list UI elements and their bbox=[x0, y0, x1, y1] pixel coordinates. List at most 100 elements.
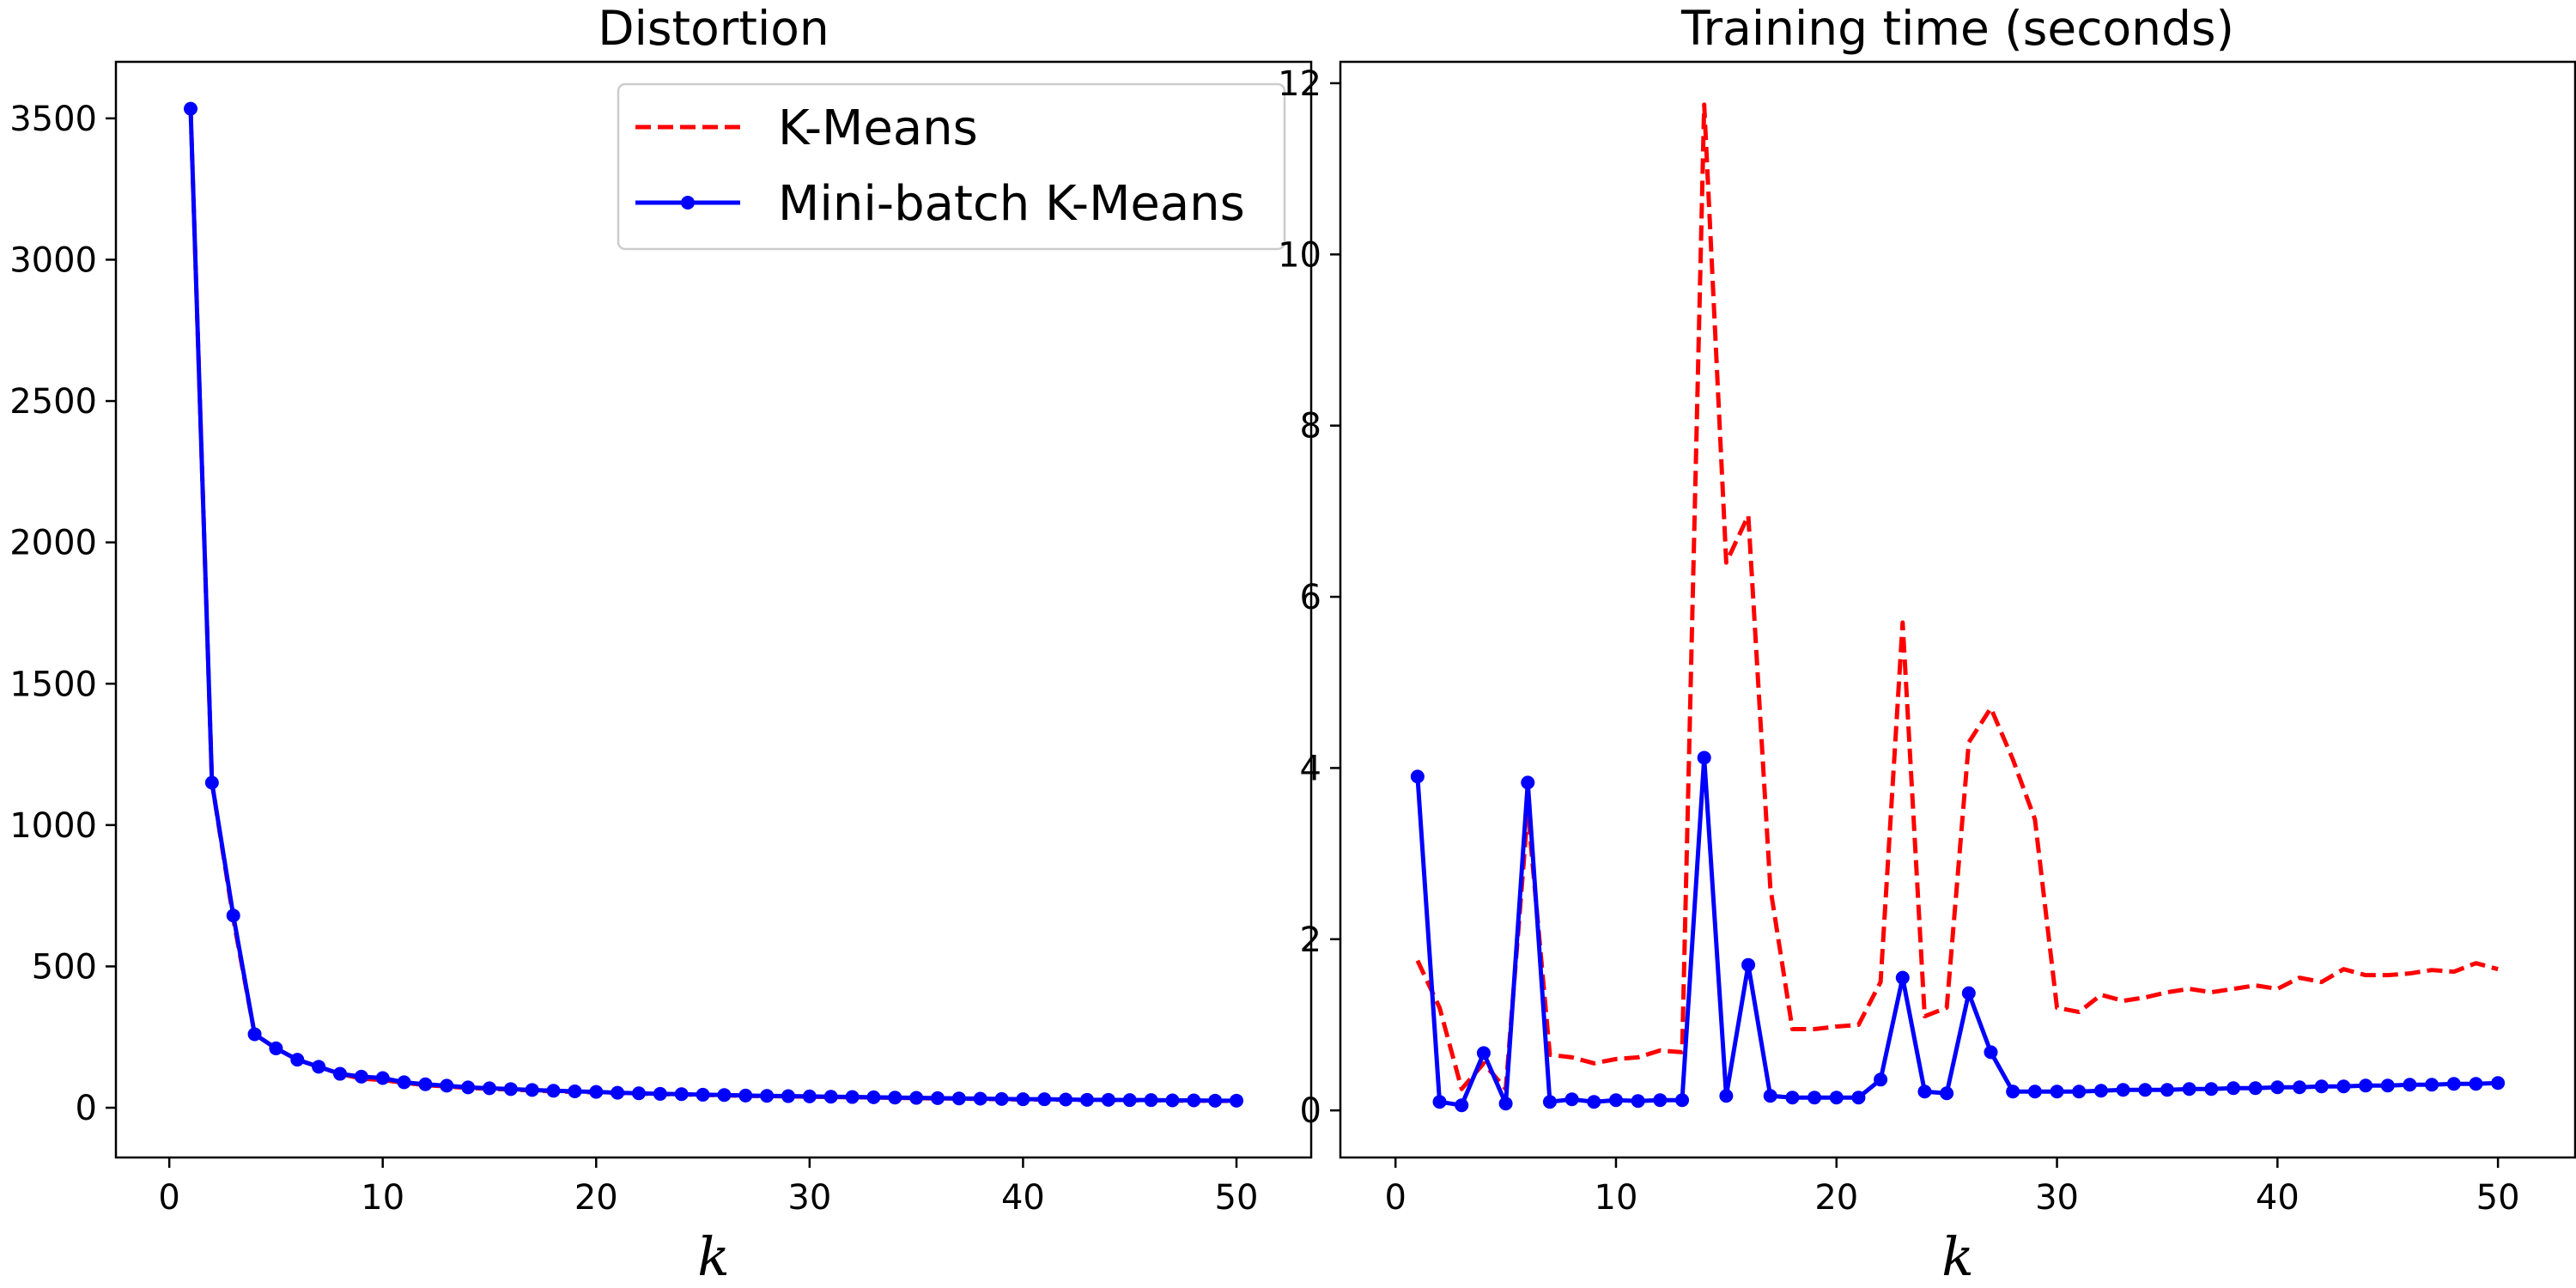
minibatch-kmeans-point bbox=[781, 1089, 795, 1103]
minibatch-kmeans-point bbox=[2469, 1077, 2483, 1091]
y-tick-label: 6 bbox=[1300, 578, 1321, 617]
chart-title: Distortion bbox=[598, 1, 829, 56]
minibatch-kmeans-point bbox=[1697, 750, 1711, 765]
minibatch-kmeans-point bbox=[1101, 1092, 1115, 1107]
minibatch-kmeans-point bbox=[2226, 1081, 2240, 1096]
minibatch-kmeans-point bbox=[1785, 1091, 1800, 1105]
minibatch-kmeans-point bbox=[1208, 1093, 1223, 1108]
minibatch-kmeans-point bbox=[1763, 1089, 1777, 1103]
minibatch-kmeans-point bbox=[1675, 1093, 1690, 1108]
x-tick-label: 40 bbox=[1001, 1178, 1045, 1218]
plot-frame bbox=[114, 60, 1313, 1159]
minibatch-kmeans-point bbox=[1741, 957, 1756, 972]
minibatch-kmeans-point bbox=[696, 1087, 710, 1102]
y-tick-label: 2500 bbox=[9, 382, 97, 422]
minibatch-kmeans-point bbox=[1187, 1093, 1201, 1108]
x-tick-label: 50 bbox=[2476, 1178, 2520, 1218]
minibatch-kmeans-point bbox=[1410, 769, 1425, 784]
minibatch-kmeans-point bbox=[1984, 1045, 1998, 1060]
y-tick-label: 3000 bbox=[9, 240, 97, 280]
minibatch-kmeans-point bbox=[397, 1075, 411, 1090]
minibatch-kmeans-point bbox=[2270, 1080, 2285, 1095]
minibatch-kmeans-point bbox=[1476, 1046, 1491, 1060]
minibatch-kmeans-point bbox=[568, 1084, 582, 1098]
minibatch-kmeans-point bbox=[909, 1091, 924, 1105]
minibatch-kmeans-point bbox=[1587, 1095, 1601, 1109]
y-tick-label: 0 bbox=[76, 1089, 97, 1128]
minibatch-kmeans-point bbox=[269, 1041, 283, 1055]
minibatch-kmeans-point bbox=[1719, 1089, 1734, 1103]
minibatch-kmeans-point bbox=[333, 1066, 347, 1081]
minibatch-kmeans-point bbox=[354, 1069, 368, 1084]
minibatch-kmeans-point bbox=[738, 1088, 753, 1103]
minibatch-kmeans-point bbox=[483, 1081, 496, 1096]
minibatch-kmeans-point bbox=[2314, 1079, 2329, 1094]
minibatch-kmeans-point bbox=[1037, 1092, 1052, 1107]
minibatch-kmeans-point bbox=[375, 1071, 390, 1085]
legend-box bbox=[617, 82, 1286, 251]
training-time-chart: Training time (seconds) 0 10 20 30 40 50 0 2 4 6 8 1… bbox=[1278, 1, 2576, 1288]
minibatch-kmeans-point bbox=[1432, 1095, 1447, 1109]
minibatch-kmeans-point bbox=[1230, 1093, 1243, 1108]
minibatch-kmeans-point bbox=[866, 1090, 881, 1104]
minibatch-kmeans-point bbox=[1059, 1092, 1073, 1107]
kmeans-series-line bbox=[1415, 102, 2499, 1091]
x-axis-label: k bbox=[697, 1225, 730, 1288]
minibatch-kmeans-point bbox=[1608, 1093, 1623, 1108]
minibatch-kmeans-point bbox=[1498, 1097, 1513, 1111]
minibatch-kmeans-point bbox=[1874, 1072, 1888, 1087]
minibatch-kmeans-point bbox=[611, 1085, 625, 1100]
minibatch-kmeans-point bbox=[674, 1087, 689, 1102]
minibatch-kmeans-point bbox=[2160, 1083, 2174, 1097]
minibatch-kmeans-point bbox=[312, 1060, 326, 1074]
minibatch-kmeans-point bbox=[2027, 1084, 2042, 1099]
plot-area bbox=[1410, 102, 2506, 1113]
minibatch-kmeans-point bbox=[717, 1088, 732, 1103]
minibatch-kmeans-point bbox=[951, 1091, 966, 1106]
minibatch-kmeans-point bbox=[1829, 1091, 1844, 1105]
legend-label: K-Means bbox=[778, 100, 978, 156]
minibatch-kmeans-point bbox=[2446, 1077, 2461, 1091]
minibatch-kmeans-point bbox=[2116, 1083, 2130, 1097]
minibatch-kmeans-point bbox=[1653, 1093, 1668, 1108]
minibatch-kmeans-point bbox=[247, 1027, 262, 1042]
minibatch-kmeans-point bbox=[973, 1091, 987, 1106]
y-tick-label: 0 bbox=[1300, 1091, 1321, 1131]
minibatch-kmeans-point bbox=[2204, 1082, 2219, 1097]
y-tick-label: 3500 bbox=[9, 100, 97, 139]
x-tick-label: 20 bbox=[574, 1178, 618, 1218]
legend: K-Means Mini-batch K-Means bbox=[617, 82, 1286, 251]
minibatch-kmeans-point bbox=[1917, 1084, 1932, 1099]
plot-frame bbox=[1339, 60, 2576, 1159]
minibatch-kmeans-point bbox=[931, 1091, 945, 1105]
minibatch-kmeans-point bbox=[1631, 1094, 1645, 1109]
minibatch-kmeans-series-line bbox=[188, 108, 1236, 1103]
legend-label: Mini-batch K-Means bbox=[778, 176, 1245, 232]
minibatch-kmeans-point bbox=[184, 101, 197, 116]
minibatch-kmeans-point bbox=[2138, 1083, 2153, 1097]
minibatch-kmeans-point bbox=[525, 1083, 539, 1097]
x-tick-label: 10 bbox=[1595, 1178, 1638, 1218]
x-tick-label: 50 bbox=[1215, 1178, 1259, 1218]
y-tick-label: 1000 bbox=[9, 806, 97, 846]
minibatch-kmeans-point bbox=[2336, 1079, 2351, 1094]
minibatch-kmeans-point bbox=[2380, 1078, 2395, 1093]
minibatch-kmeans-point bbox=[1016, 1092, 1030, 1107]
minibatch-kmeans-point bbox=[1564, 1092, 1579, 1107]
minibatch-kmeans-point bbox=[1122, 1093, 1137, 1108]
y-tick-label: 8 bbox=[1300, 407, 1321, 447]
x-tick-label: 30 bbox=[2035, 1178, 2079, 1218]
minibatch-kmeans-point bbox=[1895, 970, 1910, 985]
x-tick-label: 0 bbox=[1384, 1178, 1406, 1218]
y-tick-label: 4 bbox=[1300, 749, 1321, 788]
minibatch-kmeans-point bbox=[546, 1084, 561, 1098]
minibatch-kmeans-point bbox=[2072, 1084, 2087, 1099]
minibatch-kmeans-point bbox=[2359, 1078, 2373, 1093]
minibatch-kmeans-point bbox=[823, 1090, 838, 1104]
minibatch-kmeans-point bbox=[1940, 1086, 1954, 1101]
minibatch-kmeans-point bbox=[2182, 1082, 2196, 1097]
minibatch-kmeans-point bbox=[589, 1084, 604, 1099]
x-axis-label: k bbox=[1941, 1225, 1974, 1288]
